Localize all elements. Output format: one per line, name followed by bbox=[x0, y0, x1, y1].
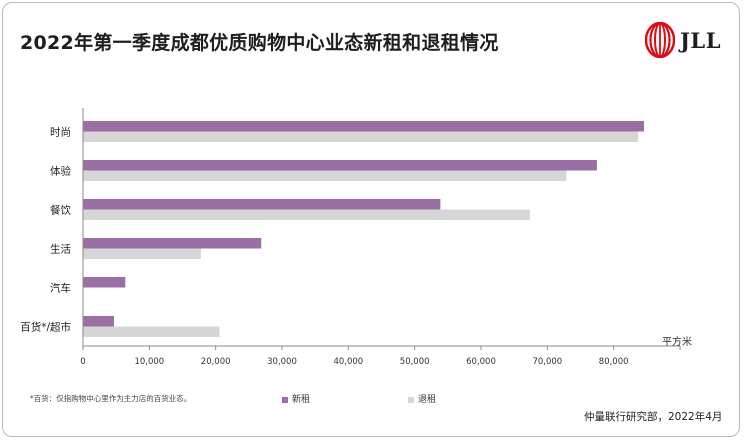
x-tick-label: 70,000 bbox=[532, 357, 562, 367]
category-label-dept-store: 百货*/超市 bbox=[20, 321, 71, 334]
bar-exit-fashion bbox=[83, 131, 639, 142]
x-tick-label: 30,000 bbox=[267, 357, 297, 367]
category-label-auto: 汽车 bbox=[50, 282, 71, 295]
source-note: 仲量联行研究部，2022年4月 bbox=[584, 411, 723, 423]
jll-logo-icon bbox=[645, 22, 675, 58]
category-label-experience: 体验 bbox=[50, 165, 71, 178]
legend-swatch-exit bbox=[408, 396, 414, 403]
bar-exit-experience bbox=[83, 170, 567, 181]
category-label-fashion: 时尚 bbox=[50, 126, 71, 139]
chart-frame bbox=[2, 2, 740, 437]
x-tick-label: 0 bbox=[80, 357, 85, 367]
legend-label-exit: 退租 bbox=[418, 395, 437, 405]
bar-new-dining bbox=[83, 199, 441, 210]
bar-exit-dining bbox=[83, 209, 530, 220]
x-tick-label: 20,000 bbox=[201, 357, 231, 367]
x-tick-label: 80,000 bbox=[599, 357, 629, 367]
chart-title: 2022年第一季度成都优质购物中心业态新租和退租情况 bbox=[20, 32, 499, 54]
unit-label: 平方米 bbox=[662, 337, 692, 348]
bar-new-lifestyle bbox=[83, 238, 262, 249]
legend-swatch-new bbox=[282, 396, 288, 403]
category-label-dining: 餐饮 bbox=[50, 204, 71, 217]
x-tick-label: 60,000 bbox=[466, 357, 496, 367]
legend-item-new: 新租 bbox=[282, 392, 310, 405]
x-tick-label: 10,000 bbox=[134, 357, 164, 367]
bar-new-fashion bbox=[83, 121, 645, 132]
legend-item-exit: 退租 bbox=[408, 392, 436, 405]
bar-new-experience bbox=[83, 160, 597, 171]
bar-exit-lifestyle bbox=[83, 248, 201, 259]
x-tick-label: 40,000 bbox=[333, 357, 363, 367]
bar-new-dept-store bbox=[83, 316, 115, 327]
legend-label-new: 新租 bbox=[292, 395, 311, 405]
footnote: *百货：仅指购物中心里作为主力店的百货业态。 bbox=[30, 394, 192, 403]
bar-exit-dept-store bbox=[83, 326, 220, 337]
bar-new-auto bbox=[83, 277, 126, 288]
x-tick-label: 50,000 bbox=[400, 357, 430, 367]
category-label-lifestyle: 生活 bbox=[50, 243, 71, 256]
jll-logo-text: JLL bbox=[680, 28, 721, 53]
